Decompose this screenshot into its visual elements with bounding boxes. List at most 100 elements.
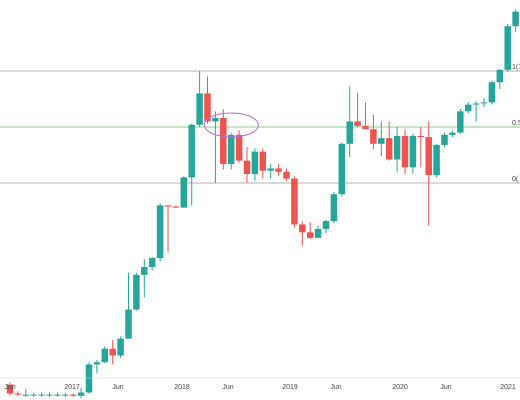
candle bbox=[496, 68, 504, 89]
candle bbox=[148, 256, 156, 271]
candle bbox=[449, 130, 456, 138]
candle-body bbox=[322, 221, 330, 229]
candle bbox=[291, 176, 298, 228]
candle-body bbox=[409, 135, 417, 168]
candle bbox=[504, 23, 511, 73]
candle bbox=[46, 392, 53, 397]
candle bbox=[6, 382, 14, 396]
candle-body bbox=[441, 134, 448, 145]
candle bbox=[417, 127, 425, 168]
candle bbox=[322, 219, 330, 234]
candle-body bbox=[362, 125, 369, 130]
candle-body bbox=[283, 171, 290, 179]
x-tick-label: 2021 bbox=[500, 384, 516, 391]
candle bbox=[283, 168, 290, 181]
candle-body bbox=[306, 232, 314, 238]
candle-body bbox=[370, 129, 377, 144]
candle-body bbox=[188, 124, 195, 178]
candle bbox=[267, 163, 274, 179]
candle-body bbox=[38, 394, 45, 396]
candle-body bbox=[449, 132, 456, 135]
candle bbox=[464, 102, 472, 114]
candle bbox=[433, 143, 440, 178]
candle-body bbox=[117, 338, 124, 356]
candle bbox=[362, 102, 369, 130]
candle-body bbox=[433, 144, 440, 176]
candle bbox=[101, 346, 109, 364]
candle-body bbox=[93, 362, 101, 365]
candle bbox=[117, 336, 124, 358]
candle-body bbox=[480, 102, 488, 104]
candle-body bbox=[156, 205, 164, 259]
candle-body bbox=[14, 393, 22, 395]
candle-body bbox=[417, 135, 425, 138]
x-tick-label: Jun bbox=[440, 384, 451, 391]
candle-body bbox=[6, 384, 14, 394]
candle bbox=[512, 9, 519, 32]
candle-body bbox=[101, 348, 109, 363]
candle-body bbox=[472, 103, 480, 105]
candle-body bbox=[212, 118, 219, 122]
candle bbox=[164, 205, 172, 253]
candle bbox=[314, 225, 322, 238]
candle bbox=[109, 339, 116, 365]
candle bbox=[227, 132, 235, 170]
fib-level-label: 1(1 bbox=[512, 64, 520, 71]
candle-body bbox=[204, 93, 211, 122]
candle-body bbox=[85, 364, 93, 393]
candle bbox=[441, 132, 448, 148]
x-axis: Jun 2017 Jun 2018 Jun 2019 Jun 2020 Jun 2021 bbox=[0, 377, 520, 391]
candle bbox=[141, 259, 148, 298]
candle bbox=[425, 121, 432, 226]
x-tick-label: Jun bbox=[112, 384, 123, 391]
candle bbox=[156, 203, 164, 262]
candle bbox=[346, 86, 353, 158]
candle bbox=[38, 392, 45, 397]
candle-body bbox=[291, 178, 298, 225]
candle bbox=[330, 191, 338, 224]
candle-body bbox=[378, 138, 385, 144]
candle-body bbox=[330, 194, 338, 222]
candle-body bbox=[164, 205, 172, 207]
candle bbox=[188, 123, 195, 206]
candle-body bbox=[69, 394, 77, 396]
candle bbox=[354, 93, 361, 127]
annotations bbox=[203, 112, 259, 138]
candle bbox=[125, 272, 132, 339]
candle-body bbox=[227, 134, 235, 164]
annotation-ellipse bbox=[203, 112, 259, 138]
candle-body bbox=[141, 267, 148, 275]
x-tick-label: Jun bbox=[330, 384, 341, 391]
candle bbox=[133, 272, 140, 311]
candle-body bbox=[267, 168, 274, 171]
x-tick-label: 2018 bbox=[174, 384, 190, 391]
candle-body bbox=[77, 392, 85, 396]
candle-body bbox=[180, 177, 188, 208]
candle bbox=[457, 109, 464, 134]
candle bbox=[378, 121, 385, 157]
x-tick-label: 2019 bbox=[282, 384, 298, 391]
candle bbox=[401, 129, 409, 175]
candle bbox=[172, 205, 180, 208]
candle-body bbox=[109, 348, 116, 356]
candle-body bbox=[196, 93, 203, 125]
candle-body bbox=[346, 121, 353, 144]
candle-body bbox=[314, 228, 322, 238]
candle bbox=[69, 393, 77, 397]
candle bbox=[480, 97, 488, 107]
candle bbox=[220, 109, 227, 170]
fib-level-label: 0( bbox=[512, 176, 519, 183]
candle bbox=[393, 127, 401, 172]
candle-body bbox=[425, 137, 432, 176]
candle bbox=[488, 81, 496, 105]
candles bbox=[6, 9, 519, 399]
candle bbox=[243, 147, 251, 183]
candle bbox=[338, 142, 346, 197]
fib-level-label: 0.5(1 bbox=[512, 120, 520, 127]
candle-body bbox=[22, 394, 30, 396]
x-tick-label: Jun bbox=[222, 384, 233, 391]
candle-body bbox=[243, 160, 251, 175]
candle bbox=[299, 221, 306, 246]
candle-body bbox=[125, 309, 132, 339]
